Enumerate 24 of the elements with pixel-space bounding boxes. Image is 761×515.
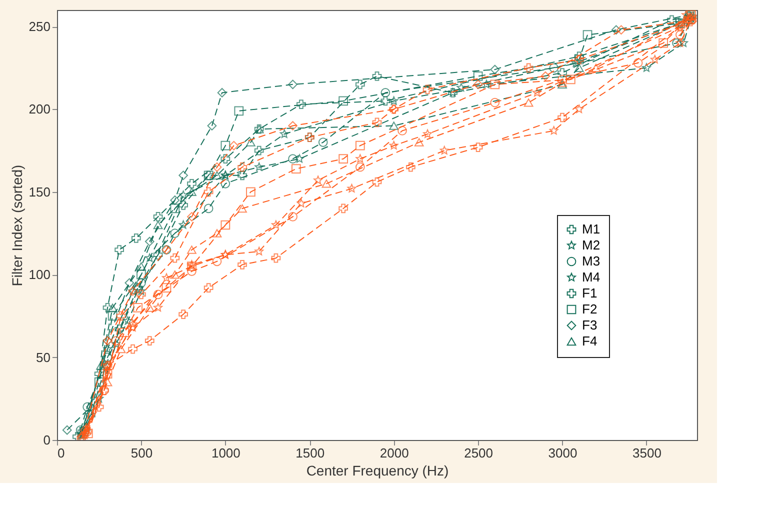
legend-label: M3 <box>582 254 600 268</box>
legend-label: F1 <box>582 286 598 300</box>
x-tick-label: 500 <box>130 446 153 460</box>
y-tick-label: 50 <box>36 350 50 365</box>
x-tick-label: 2500 <box>464 446 494 460</box>
x-tick-label: 1000 <box>211 446 240 460</box>
y-axis-title: Filter Index (sorted) <box>8 164 25 286</box>
y-tick-label: 250 <box>28 19 50 34</box>
y-tick-label: 200 <box>28 102 50 117</box>
x-axis-title: Center Frequency (Hz) <box>306 462 449 478</box>
legend-label: F2 <box>582 302 598 316</box>
x-tick-label: 2000 <box>380 446 409 460</box>
x-tick-label: 3000 <box>548 446 578 460</box>
legend-label: F3 <box>582 318 598 332</box>
x-tick-label: 3500 <box>632 446 662 460</box>
legend-label: M1 <box>582 222 600 236</box>
legend-label: F4 <box>582 334 598 348</box>
x-tick-label: 0 <box>58 446 65 460</box>
x-tick-label: 1500 <box>296 446 325 460</box>
y-tick-label: 0 <box>43 432 50 448</box>
y-tick-label: 100 <box>28 267 50 282</box>
y-tick-label: 150 <box>28 184 50 200</box>
legend-label: M4 <box>582 270 600 284</box>
legend-label: M2 <box>582 238 600 252</box>
